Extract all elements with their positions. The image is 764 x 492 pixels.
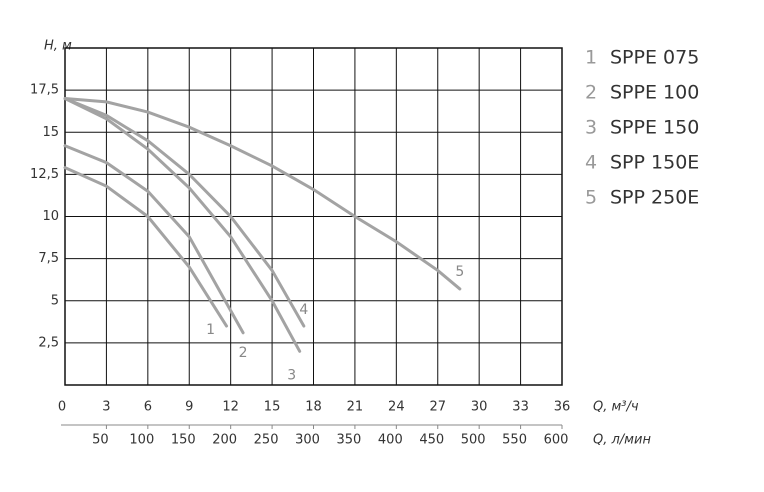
x-tick-label: 27 [429,400,446,415]
x-tick-label: 9 [185,400,193,415]
legend-number: 4 [585,152,597,174]
x-tick-label: 30 [471,400,488,415]
y-axis-label: H, м [44,39,72,54]
x-tick-label: 0 [58,400,66,415]
y-tick-label: 17,5 [30,83,59,98]
legend-label: SPP 150E [610,152,699,174]
x-tick-label: 18 [305,400,322,415]
x2-axis-label: Q, л/мин [593,433,651,448]
y-tick-label: 5 [51,293,59,308]
x-tick-label: 6 [144,400,152,415]
curve [63,166,229,328]
legend-label: SPPE 075 [610,47,699,69]
x2-tick-label: 400 [378,433,403,448]
legend-label: SPP 250E [610,187,699,209]
x-tick-label: 24 [388,400,405,415]
x2-tick-label: 50 [92,433,109,448]
curve-label: 4 [299,302,308,318]
curve [63,97,306,328]
x2-tick-label: 600 [544,433,569,448]
legend-number: 2 [585,82,597,104]
x2-tick-label: 150 [171,433,196,448]
curve-label: 1 [206,322,215,338]
x2-tick-label: 450 [419,433,444,448]
curve [63,97,302,353]
curve-label: 2 [239,345,248,361]
x2-tick-label: 350 [337,433,362,448]
x-axis-label: Q, м³/ч [593,400,639,415]
x-tick-label: 36 [554,400,571,415]
curve [63,97,462,291]
y-tick-label: 7,5 [38,251,59,266]
legend-number: 5 [585,187,597,209]
x2-tick-label: 550 [502,433,527,448]
x2-tick-label: 250 [254,433,279,448]
x-tick-label: 3 [102,400,110,415]
x2-tick-label: 200 [212,433,237,448]
legend-number: 1 [585,47,597,69]
x2-tick-label: 100 [129,433,154,448]
curve-label: 5 [455,264,464,280]
x-tick-label: 33 [512,400,529,415]
y-tick-label: 12,5 [30,167,59,182]
x-tick-label: 21 [347,400,364,415]
x2-tick-label: 500 [461,433,486,448]
x2-tick-label: 300 [295,433,320,448]
y-tick-label: 10 [42,209,59,224]
curve-label: 3 [287,367,296,383]
y-tick-label: 2,5 [38,335,59,350]
legend-label: SPPE 100 [610,82,699,104]
x-tick-label: 12 [222,400,239,415]
legend-number: 3 [585,117,597,139]
x-tick-label: 15 [264,400,281,415]
curve [63,144,245,335]
legend-label: SPPE 150 [610,117,699,139]
y-tick-label: 15 [42,125,59,140]
